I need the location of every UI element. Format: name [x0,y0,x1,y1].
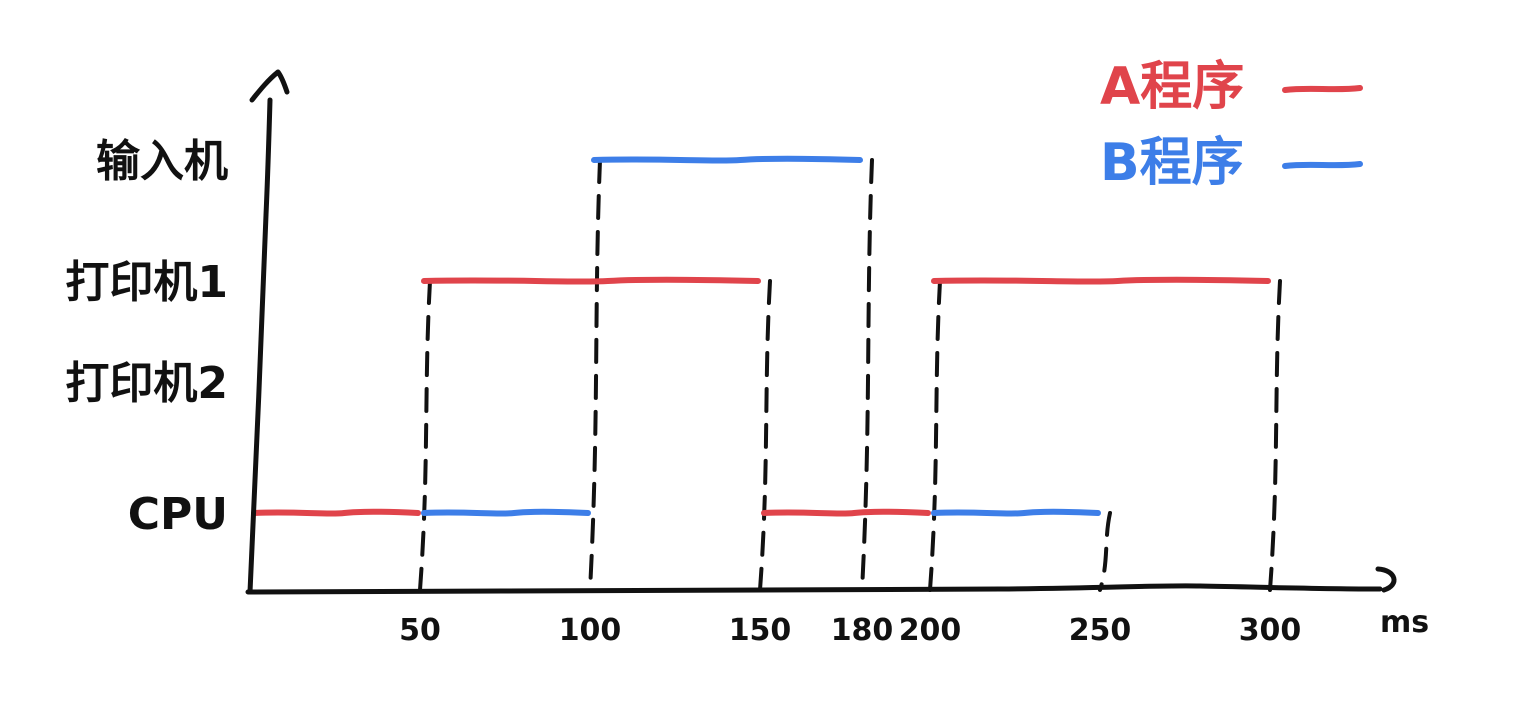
legend-swatch-b [1282,161,1363,169]
legend: A程序 B程序 [1100,57,1363,193]
guides-layer [418,158,1282,592]
segment-a-0 [251,508,421,517]
x-tick-50: 50 [399,613,441,648]
segment-a-2 [761,508,931,517]
legend-swatch-a [1282,85,1363,93]
axes [245,69,1397,595]
y-axis-arrow-icon [249,69,290,103]
x-unit-label: ms [1380,605,1429,640]
segment-b-0 [421,508,591,517]
guide-line-250 [1098,511,1112,592]
x-tick-200: 200 [899,613,962,648]
x-axis-arrow-icon [1375,566,1397,593]
guide-line-50 [418,279,432,592]
guide-line-180 [860,158,874,592]
legend-label-a: A程序 [1100,57,1244,117]
y-label-3: CPU [128,489,228,540]
x-tick-300: 300 [1239,613,1302,648]
y-label-2: 打印机2 [65,358,228,409]
segment-b-1 [591,155,863,164]
x-axis-line [245,583,1383,595]
guide-line-100 [588,158,602,592]
guide-line-300 [1268,279,1282,592]
x-tick-250: 250 [1069,613,1132,648]
y-axis-line [247,97,273,595]
y-label-0: 输入机 [96,136,228,187]
segment-a-3 [931,276,1271,285]
guide-line-200 [928,279,942,592]
segment-b-2 [931,508,1101,517]
x-tick-180: 180 [831,613,894,648]
x-tick-150: 150 [729,613,792,648]
legend-label-b: B程序 [1100,133,1244,193]
segment-a-1 [421,276,761,285]
x-ticks-layer: 50 100 150 180 200 250 300 [399,613,1301,648]
y-label-1: 打印机1 [65,257,228,308]
segments-layer [251,155,1271,517]
x-tick-100: 100 [559,613,622,648]
guide-line-150 [758,279,772,592]
